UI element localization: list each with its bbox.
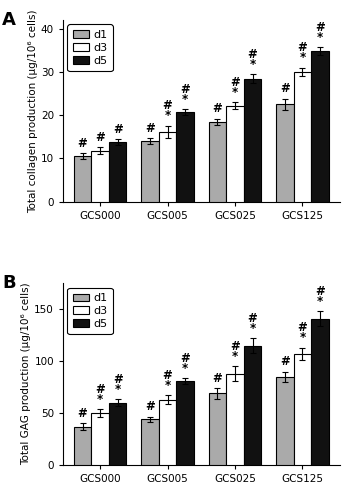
Bar <box>91 150 109 202</box>
Text: #: # <box>298 42 307 54</box>
Text: #: # <box>280 356 290 368</box>
Text: #: # <box>230 340 240 353</box>
Legend: d1, d3, d5: d1, d3, d5 <box>68 24 113 71</box>
Bar <box>176 381 194 465</box>
Bar <box>276 104 294 202</box>
Text: #: # <box>180 352 190 364</box>
Bar <box>141 141 159 202</box>
Text: #: # <box>230 76 240 89</box>
Bar <box>294 354 311 465</box>
Text: *: * <box>232 350 238 363</box>
Text: #: # <box>315 20 325 34</box>
Text: #: # <box>248 48 257 61</box>
Text: *: * <box>250 58 256 71</box>
Bar <box>276 377 294 465</box>
Text: #: # <box>163 369 173 382</box>
Bar <box>159 400 176 465</box>
Text: #: # <box>315 285 325 298</box>
Text: *: * <box>232 86 238 99</box>
Bar <box>244 79 261 202</box>
Bar <box>91 413 109 465</box>
Bar <box>209 394 226 465</box>
Text: *: * <box>97 393 103 406</box>
Text: #: # <box>145 400 155 413</box>
Y-axis label: Total collagen production (μg/10⁶ cells): Total collagen production (μg/10⁶ cells) <box>28 9 38 212</box>
Bar <box>209 122 226 202</box>
Y-axis label: Total GAG production (μg/10⁶ cells): Total GAG production (μg/10⁶ cells) <box>21 283 31 466</box>
Text: #: # <box>95 131 105 144</box>
Text: *: * <box>182 362 188 374</box>
Text: B: B <box>2 274 16 292</box>
Text: *: * <box>114 383 121 396</box>
Text: A: A <box>2 11 16 29</box>
Bar <box>109 142 126 202</box>
Bar <box>294 72 311 202</box>
Text: #: # <box>180 83 190 96</box>
Text: *: * <box>182 93 188 106</box>
Bar <box>74 156 91 202</box>
Bar <box>226 106 244 202</box>
Text: *: * <box>317 295 323 308</box>
Text: #: # <box>95 383 105 396</box>
Text: #: # <box>212 372 222 385</box>
Text: *: * <box>299 332 306 344</box>
Bar <box>244 346 261 465</box>
Bar <box>311 318 329 465</box>
Bar <box>159 132 176 202</box>
Text: #: # <box>163 100 173 112</box>
Text: #: # <box>212 102 222 116</box>
Bar <box>141 420 159 465</box>
Bar <box>109 402 126 465</box>
Text: *: * <box>317 30 323 44</box>
Text: #: # <box>145 122 155 135</box>
Bar <box>176 112 194 202</box>
Text: #: # <box>113 373 122 386</box>
Text: #: # <box>78 407 88 420</box>
Text: #: # <box>113 123 122 136</box>
Legend: d1, d3, d5: d1, d3, d5 <box>68 288 113 335</box>
Text: #: # <box>248 312 257 325</box>
Bar <box>226 374 244 465</box>
Text: #: # <box>298 322 307 334</box>
Text: *: * <box>164 379 171 392</box>
Bar <box>74 426 91 465</box>
Text: #: # <box>280 82 290 96</box>
Text: *: * <box>299 52 306 64</box>
Text: *: * <box>164 110 171 122</box>
Text: #: # <box>78 137 88 150</box>
Bar <box>311 51 329 202</box>
Text: *: * <box>250 322 256 335</box>
